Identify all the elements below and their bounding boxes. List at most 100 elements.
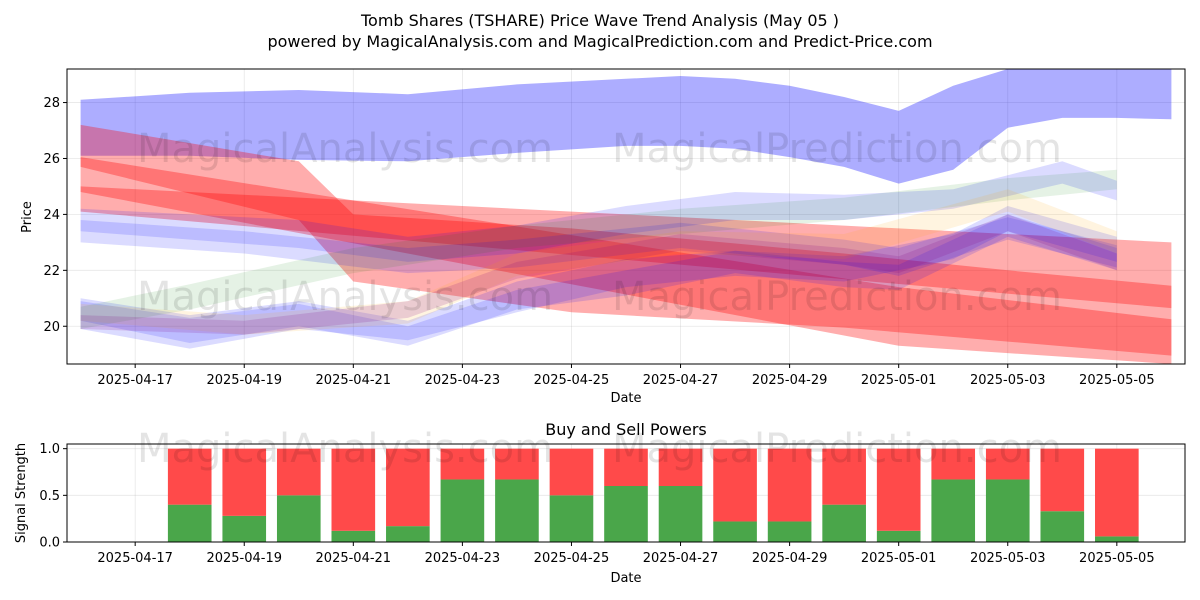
sell-bar [604,448,648,486]
price-x-tick-label: 2025-05-03 [970,373,1046,388]
price-x-tick-label: 2025-04-27 [643,373,719,388]
price-band-2 [80,124,1172,356]
buy-bar [985,479,1030,542]
buy-bar [658,486,703,542]
signal-axes-frame [66,443,1186,543]
price-y-tick-label: 26 [43,152,60,167]
sell-bar [331,448,376,531]
watermark-analysis-bottom: MagicalAnalysis.com [137,426,553,472]
signal-panel: Buy and Sell Powers MagicalAnalysis.com … [14,420,1186,586]
price-x-tick-label: 2025-05-05 [1079,373,1155,388]
signal-x-tick-label: 2025-04-25 [534,551,610,566]
buy-bar [876,530,921,542]
watermark-prediction-upper: MagicalPrediction.com [612,126,1062,172]
signal-title: Buy and Sell Powers [545,420,707,439]
sell-bar [931,448,976,480]
price-y-tick-label: 22 [43,264,60,279]
signal-x-tick-label: 2025-05-03 [970,551,1046,566]
price-axes-frame [66,68,1186,365]
buy-bar [331,530,376,542]
price-band-7 [80,206,1117,349]
price-band-1 [80,69,1172,184]
signal-y-tick-label: 1.0 [39,442,60,457]
sell-bar [1040,448,1085,512]
price-watermarks: MagicalAnalysis.com MagicalPrediction.co… [137,126,1062,320]
price-band-9 [80,169,1117,329]
price-x-tick-label: 2025-04-25 [534,373,610,388]
signal-x-tick-label: 2025-04-21 [316,551,392,566]
signal-bars [167,448,1139,542]
buy-bar [222,515,267,542]
price-y-tick-label: 20 [43,320,60,335]
sell-bar [222,448,267,516]
price-band-5 [80,161,1117,262]
signal-y-tick-label: 0.0 [39,536,60,551]
price-panel: MagicalAnalysis.com MagicalPrediction.co… [20,68,1186,406]
buy-bar [1095,536,1139,542]
signal-x-tick-label: 2025-05-05 [1079,551,1155,566]
figure-title: Tomb Shares (TSHARE) Price Wave Trend An… [360,11,839,30]
signal-x-label: Date [610,571,641,586]
signal-x-tick-label: 2025-04-19 [206,551,282,566]
buy-bar [167,504,212,542]
signal-x-tick-label: 2025-05-01 [861,551,937,566]
price-x-tick-label: 2025-05-01 [861,373,937,388]
buy-bar [1040,511,1085,542]
watermark-prediction-bottom: MagicalPrediction.com [612,426,1062,472]
buy-bar [440,479,485,542]
price-y-tick-label: 24 [43,208,60,223]
signal-x-tick-label: 2025-04-29 [752,551,828,566]
sell-bar [167,448,212,505]
sell-bar [1095,448,1139,537]
watermark-prediction-lower: MagicalPrediction.com [612,274,1062,320]
sell-bar [440,448,485,480]
sell-bar [985,448,1030,480]
buy-bar [822,504,866,542]
sell-bar [713,448,757,522]
price-x-tick-label: 2025-04-21 [316,373,392,388]
watermark-analysis-lower: MagicalAnalysis.com [137,274,553,320]
signal-y-tick-label: 0.5 [39,489,60,504]
signal-x-tick-label: 2025-04-17 [97,551,173,566]
price-band-3 [80,157,1172,364]
price-band-4 [80,186,1172,309]
signal-x-tick-label: 2025-04-23 [425,551,501,566]
sell-bar [767,448,812,522]
sell-bar [386,448,430,527]
signal-watermarks: MagicalAnalysis.com MagicalPrediction.co… [137,426,1062,472]
price-band-11 [80,214,1117,335]
price-ticks: 2025-04-17 2025-04-19 2025-04-21 2025-04-23… [43,96,1154,388]
figure-subtitle: powered by MagicalAnalysis.com and Magic… [267,32,932,51]
price-x-tick-label: 2025-04-29 [752,373,828,388]
sell-bar [276,448,321,496]
sell-bar [495,448,539,480]
price-x-label: Date [610,391,641,406]
price-x-tick-label: 2025-04-19 [206,373,282,388]
signal-ticks: 2025-04-17 2025-04-19 2025-04-21 2025-04-23… [39,442,1154,566]
price-band-8 [80,214,1117,346]
price-band-6 [80,217,1117,276]
price-y-tick-label: 28 [43,96,60,111]
sell-bar [822,448,866,505]
price-band-10 [80,189,1117,335]
price-bands [80,69,1172,364]
sell-bar [658,448,703,486]
price-x-tick-label: 2025-04-17 [97,373,173,388]
buy-bar [931,479,976,542]
price-y-label: Price [20,201,35,233]
price-grid [67,69,1185,364]
sell-bar [876,448,921,531]
signal-x-tick-label: 2025-04-27 [643,551,719,566]
buy-bar [713,521,757,542]
watermark-analysis-upper: MagicalAnalysis.com [137,126,553,172]
buy-bar [386,526,430,542]
signal-y-label: Signal Strength [14,443,29,543]
buy-bar [604,486,648,542]
price-x-tick-label: 2025-04-23 [425,373,501,388]
buy-bar [276,495,321,542]
buy-bar [549,495,594,542]
buy-bar [495,479,539,542]
buy-bar [767,521,812,542]
sell-bar [549,448,594,496]
